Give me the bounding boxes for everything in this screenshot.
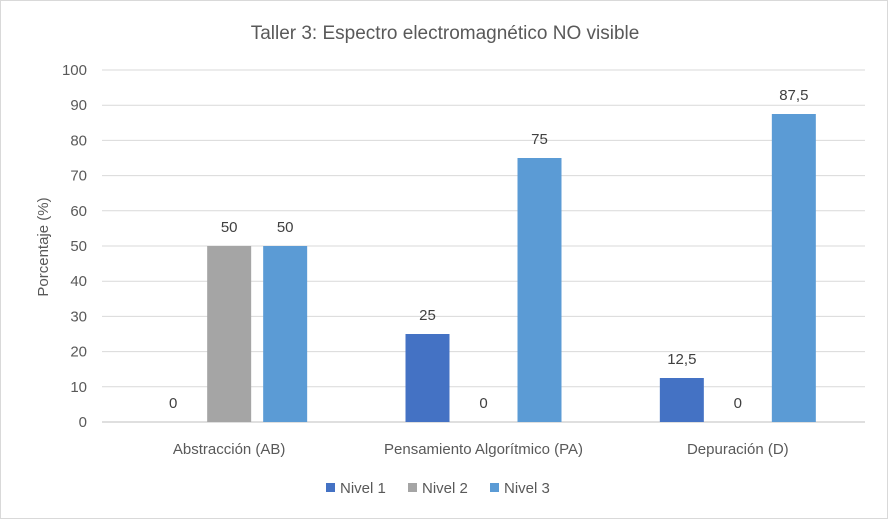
y-tick-label: 50 [70,238,87,255]
legend-label: Nivel 1 [340,480,386,497]
y-axis-ticks: 0 10 20 30 40 50 60 70 80 90 100 [62,62,87,431]
y-tick-label: 30 [70,308,87,325]
bar [517,158,562,422]
x-category-label: Depuración (D) [687,441,789,458]
data-label: 50 [277,219,294,236]
data-label: 25 [419,307,436,324]
y-tick-label: 0 [79,414,87,431]
y-tick-label: 70 [70,168,87,185]
data-labels: 0 50 50 25 0 75 12,5 0 87,5 [169,87,808,412]
bar [207,246,252,422]
bar [771,114,816,422]
legend-swatch [326,483,335,492]
data-label: 0 [734,395,742,412]
legend: Nivel 1 Nivel 2 Nivel 3 [326,480,550,497]
legend-label: Nivel 3 [504,480,550,497]
x-axis-categories: Abstracción (AB) Pensamiento Algorítmico … [173,441,789,458]
data-label: 0 [169,395,177,412]
data-label: 12,5 [667,351,696,368]
y-tick-label: 40 [70,273,87,290]
y-axis-label: Porcentaje (%) [35,197,52,296]
bar [659,378,704,422]
y-tick-label: 100 [62,62,87,79]
bars [207,114,816,422]
bar [405,334,450,422]
y-tick-label: 90 [70,97,87,114]
y-tick-label: 20 [70,344,87,361]
x-category-label: Pensamiento Algorítmico (PA) [384,441,583,458]
data-label: 50 [221,219,238,236]
y-tick-label: 80 [70,132,87,149]
legend-swatch [490,483,499,492]
x-category-label: Abstracción (AB) [173,441,286,458]
legend-label: Nivel 2 [422,480,468,497]
data-label: 87,5 [779,87,808,104]
data-label: 0 [479,395,487,412]
bar [263,246,308,422]
y-tick-label: 60 [70,203,87,220]
chart-title: Taller 3: Espectro electromagnético NO v… [251,23,640,44]
y-tick-label: 10 [70,379,87,396]
legend-swatch [408,483,417,492]
data-label: 75 [531,131,548,148]
